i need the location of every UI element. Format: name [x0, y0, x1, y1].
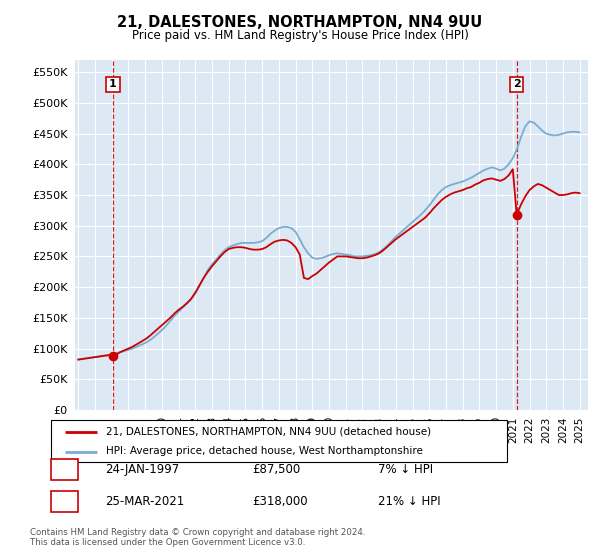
Text: 1: 1 [61, 463, 68, 476]
Text: 24-JAN-1997: 24-JAN-1997 [105, 463, 179, 476]
Text: 2: 2 [61, 494, 68, 508]
Text: HPI: Average price, detached house, West Northamptonshire: HPI: Average price, detached house, West… [106, 446, 422, 456]
Text: 7% ↓ HPI: 7% ↓ HPI [378, 463, 433, 476]
Text: Contains HM Land Registry data © Crown copyright and database right 2024.
This d: Contains HM Land Registry data © Crown c… [30, 528, 365, 547]
Text: 1: 1 [109, 80, 117, 90]
Text: 25-MAR-2021: 25-MAR-2021 [105, 494, 184, 508]
Text: Price paid vs. HM Land Registry's House Price Index (HPI): Price paid vs. HM Land Registry's House … [131, 29, 469, 42]
Text: 21, DALESTONES, NORTHAMPTON, NN4 9UU: 21, DALESTONES, NORTHAMPTON, NN4 9UU [118, 15, 482, 30]
Text: £318,000: £318,000 [252, 494, 308, 508]
Text: £87,500: £87,500 [252, 463, 300, 476]
Text: 21, DALESTONES, NORTHAMPTON, NN4 9UU (detached house): 21, DALESTONES, NORTHAMPTON, NN4 9UU (de… [106, 427, 431, 437]
FancyBboxPatch shape [51, 420, 507, 462]
Text: 21% ↓ HPI: 21% ↓ HPI [378, 494, 440, 508]
Text: 2: 2 [513, 80, 521, 90]
